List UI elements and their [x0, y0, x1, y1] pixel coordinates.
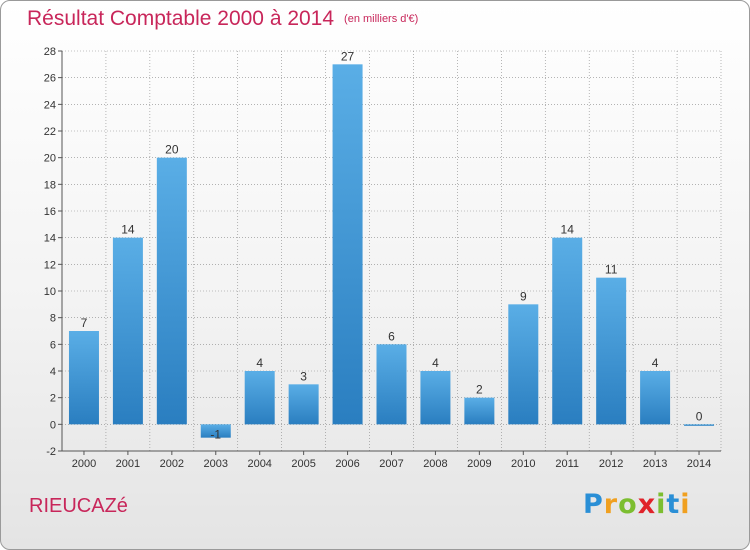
value-label: 0 [696, 409, 703, 423]
y-tick-label: -2 [46, 446, 56, 458]
logo-letter: i [656, 489, 667, 520]
chart-title-block: Résultat Comptable 2000 à 2014 (en millie… [27, 7, 418, 31]
logo-letter: P [583, 489, 604, 520]
y-tick-label: 26 [44, 73, 56, 85]
value-label: 14 [121, 223, 135, 237]
x-tick-label: 2007 [379, 458, 403, 470]
bar-2002[interactable] [156, 157, 187, 425]
bars [68, 64, 715, 438]
logo-letter: x [637, 489, 657, 520]
logo-letter: r [603, 489, 619, 520]
bar-2007[interactable] [376, 344, 407, 425]
bar-2013[interactable] [640, 371, 671, 425]
chart-title: Résultat Comptable 2000 à 2014 [27, 7, 335, 30]
logo-letter: t [666, 489, 681, 520]
value-label: 20 [165, 143, 179, 157]
bar-2000[interactable] [68, 331, 99, 425]
y-tick-label: 4 [50, 366, 56, 378]
bar-2010[interactable] [508, 304, 539, 425]
chart-subtitle: (en milliers d'€) [344, 13, 419, 25]
x-tick-label: 2009 [467, 458, 491, 470]
x-tick-label: 2010 [511, 458, 535, 470]
bar-2009[interactable] [464, 397, 495, 425]
x-tick-label: 2004 [247, 458, 271, 470]
value-label: 7 [81, 316, 88, 330]
bar-2014[interactable] [684, 424, 715, 426]
bar-2005[interactable] [288, 384, 319, 425]
value-label: 9 [520, 289, 527, 303]
x-tick-label: 2012 [599, 458, 623, 470]
value-label: 14 [561, 223, 575, 237]
value-label: 4 [652, 356, 659, 370]
y-tick-label: 2 [50, 393, 56, 405]
x-tick-label: 2011 [555, 458, 579, 470]
bar-2011[interactable] [552, 237, 583, 425]
y-tick-label: 24 [44, 99, 56, 111]
x-tick-label: 2005 [291, 458, 315, 470]
y-tick-label: 22 [44, 126, 56, 138]
commune-name: RIEUCAZé [29, 495, 128, 517]
bar-2004[interactable] [244, 371, 275, 425]
y-tick-label: 18 [44, 179, 56, 191]
bar-2012[interactable] [596, 277, 627, 425]
x-tick-label: 2008 [423, 458, 447, 470]
proxiti-logo[interactable]: Proxiti [583, 489, 691, 520]
logo-letter: o [618, 489, 638, 520]
value-label: 11 [605, 263, 618, 277]
y-tick-label: 8 [50, 313, 56, 325]
x-tick-label: 2000 [72, 458, 96, 470]
x-tick-label: 2002 [160, 458, 184, 470]
bar-2001[interactable] [112, 237, 143, 425]
logo-letter: i [680, 489, 691, 520]
y-tick-label: 28 [44, 46, 56, 58]
value-label: 4 [256, 356, 263, 370]
y-tick-label: 12 [44, 259, 56, 271]
x-tick-label: 2001 [116, 458, 140, 470]
value-label: 27 [341, 49, 355, 63]
value-label: 3 [300, 369, 307, 383]
y-tick-label: 14 [44, 233, 56, 245]
bar-2003[interactable] [200, 424, 231, 438]
value-labels: 7 14 20 -1 4 3 27 6 4 2 9 14 11 4 0 [81, 49, 703, 441]
x-tick-label: 2006 [335, 458, 359, 470]
y-tick-label: 0 [50, 419, 56, 431]
bar-2008[interactable] [420, 371, 451, 425]
value-label: 2 [476, 383, 483, 397]
y-tick-label: 16 [44, 206, 56, 218]
value-label: -1 [210, 427, 221, 441]
y-tick-label: 20 [44, 153, 56, 165]
x-tick-label: 2003 [204, 458, 228, 470]
value-label: 4 [432, 356, 439, 370]
y-tick-label: 6 [50, 339, 56, 351]
value-label: 6 [388, 329, 395, 343]
x-tick-label: 2013 [643, 458, 667, 470]
bar-2006[interactable] [332, 64, 363, 425]
y-tick-label: 10 [44, 286, 56, 298]
x-tick-label: 2014 [687, 458, 711, 470]
